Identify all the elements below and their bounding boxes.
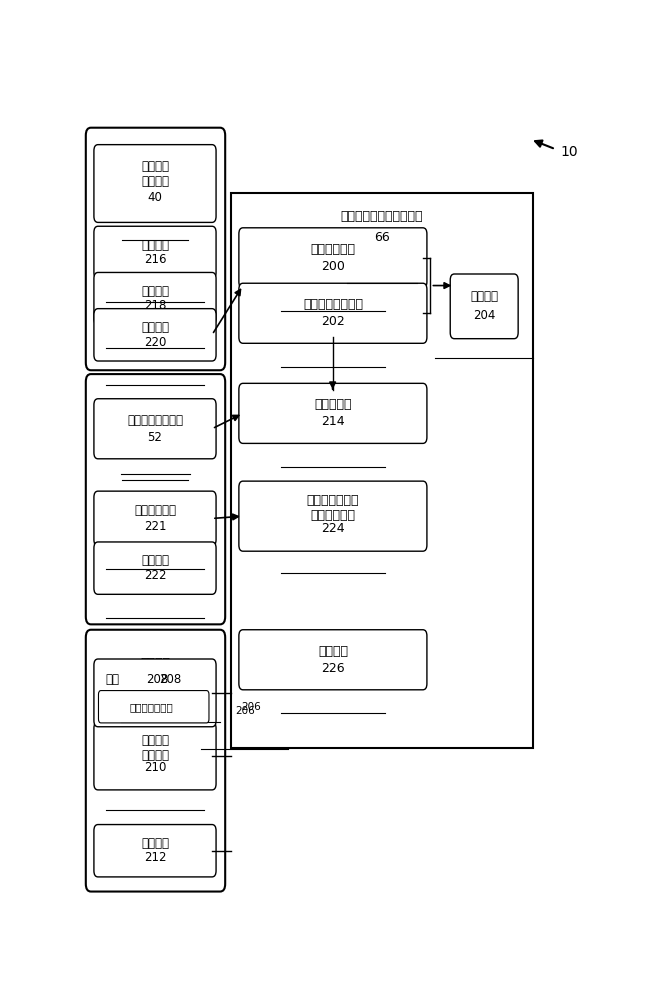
FancyBboxPatch shape xyxy=(94,722,216,790)
Text: 电子个人助理应用服务器: 电子个人助理应用服务器 xyxy=(341,210,423,223)
Text: 聚合个人
助理数据库: 聚合个人 助理数据库 xyxy=(137,155,174,183)
Text: 医疗记录: 医疗记录 xyxy=(141,554,169,567)
FancyBboxPatch shape xyxy=(239,228,427,288)
FancyBboxPatch shape xyxy=(94,491,216,546)
Text: 一组其他注册用户: 一组其他注册用户 xyxy=(303,298,363,311)
Text: 活动警告: 活动警告 xyxy=(318,645,348,658)
Text: 208: 208 xyxy=(146,673,168,686)
Text: 206: 206 xyxy=(242,702,262,712)
Text: 组健康数据: 组健康数据 xyxy=(314,398,352,411)
Text: 222: 222 xyxy=(144,569,166,582)
Text: 位置历史: 位置历史 xyxy=(141,321,169,334)
FancyBboxPatch shape xyxy=(239,283,427,343)
FancyBboxPatch shape xyxy=(94,659,216,727)
Text: 221: 221 xyxy=(144,520,166,533)
Text: 用户个人
助理数据库: 用户个人 助理数据库 xyxy=(137,657,174,685)
FancyBboxPatch shape xyxy=(99,691,209,723)
Text: 生物测定数据: 生物测定数据 xyxy=(134,504,176,517)
Text: 52: 52 xyxy=(148,431,162,444)
FancyBboxPatch shape xyxy=(94,272,216,325)
Text: 204: 204 xyxy=(473,309,495,322)
Text: 搜索查询: 搜索查询 xyxy=(141,285,169,298)
FancyBboxPatch shape xyxy=(94,399,216,459)
FancyBboxPatch shape xyxy=(239,481,427,551)
FancyBboxPatch shape xyxy=(86,630,225,892)
FancyBboxPatch shape xyxy=(94,825,216,877)
Text: 208: 208 xyxy=(160,673,182,686)
Text: 220: 220 xyxy=(144,336,166,349)
Text: 目标位置: 目标位置 xyxy=(470,290,498,303)
FancyBboxPatch shape xyxy=(94,226,216,279)
Text: 202: 202 xyxy=(321,315,345,328)
Text: 匿名医疗记录统计: 匿名医疗记录统计 xyxy=(127,414,183,427)
Text: 218: 218 xyxy=(144,299,166,312)
Text: 66: 66 xyxy=(374,231,390,244)
FancyBboxPatch shape xyxy=(239,383,427,443)
FancyBboxPatch shape xyxy=(232,193,533,748)
FancyBboxPatch shape xyxy=(450,274,518,339)
Text: 匿名个人
助理统计: 匿名个人 助理统计 xyxy=(141,160,169,188)
Text: 216: 216 xyxy=(144,253,166,266)
Text: 聚合医疗信息数据库: 聚合医疗信息数据库 xyxy=(122,401,189,414)
FancyBboxPatch shape xyxy=(86,128,225,370)
Text: 选定注册用户: 选定注册用户 xyxy=(311,243,355,256)
Text: 30: 30 xyxy=(148,692,164,705)
Text: 一个或多个事件: 一个或多个事件 xyxy=(129,702,173,712)
Text: 212: 212 xyxy=(144,851,166,864)
Text: 214: 214 xyxy=(321,415,345,428)
FancyBboxPatch shape xyxy=(94,309,216,361)
Text: 226: 226 xyxy=(321,662,345,675)
Text: 38: 38 xyxy=(148,190,164,203)
Text: 40: 40 xyxy=(148,191,162,204)
Text: 用于目标位置的
健康风险等级: 用于目标位置的 健康风险等级 xyxy=(307,494,359,522)
Text: 10: 10 xyxy=(560,145,578,159)
Text: 210: 210 xyxy=(144,761,166,774)
Text: 位置历史: 位置历史 xyxy=(141,837,169,850)
FancyBboxPatch shape xyxy=(94,542,216,594)
FancyBboxPatch shape xyxy=(94,145,216,222)
FancyBboxPatch shape xyxy=(239,630,427,690)
Text: 200: 200 xyxy=(321,260,345,273)
FancyBboxPatch shape xyxy=(86,374,225,624)
Text: 54: 54 xyxy=(148,422,164,435)
Text: 224: 224 xyxy=(321,522,345,535)
Text: 旅游服务
预约数据: 旅游服务 预约数据 xyxy=(141,734,169,762)
Text: 日历: 日历 xyxy=(105,673,120,686)
Text: 206: 206 xyxy=(235,706,254,716)
Text: 事件数据: 事件数据 xyxy=(141,239,169,252)
